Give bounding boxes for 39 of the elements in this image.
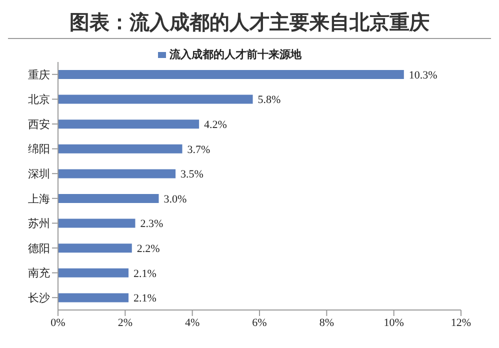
y-tick-label: 德阳 xyxy=(28,242,50,255)
y-tick-label: 绵阳 xyxy=(28,144,50,156)
y-tick-label: 深圳 xyxy=(28,168,50,181)
bar xyxy=(58,218,136,228)
bar xyxy=(58,144,182,154)
y-tick-label: 南充 xyxy=(28,266,50,280)
x-tick-label: 12% xyxy=(450,316,472,329)
y-tick-label: 西安 xyxy=(28,118,50,131)
x-tick-label: 0% xyxy=(50,316,66,329)
data-label: 3.0% xyxy=(164,193,187,206)
bar xyxy=(58,94,253,104)
data-label: 5.8% xyxy=(258,94,281,106)
x-tick-label: 6% xyxy=(252,316,267,329)
y-tick-label: 长沙 xyxy=(28,292,50,305)
y-tick-label: 苏州 xyxy=(28,217,50,230)
legend-label: 流入成都的人才前十来源地 xyxy=(170,49,302,61)
y-tick-label: 重庆 xyxy=(28,68,50,82)
bar xyxy=(58,194,159,203)
bar xyxy=(58,244,132,253)
x-tick-label: 8% xyxy=(319,316,334,329)
x-tick-label: 4% xyxy=(184,316,200,329)
data-label: 2.1% xyxy=(134,292,156,305)
bar xyxy=(58,169,176,178)
data-label: 4.2% xyxy=(204,119,227,132)
y-tick-label: 北京 xyxy=(28,93,50,106)
data-label: 3.7% xyxy=(187,144,210,156)
x-tick-label: 2% xyxy=(118,316,133,329)
data-label: 10.3% xyxy=(408,69,438,82)
bar xyxy=(58,70,404,79)
bar xyxy=(58,293,129,302)
y-tick-label: 上海 xyxy=(28,192,50,206)
data-label: 2.3% xyxy=(140,218,164,230)
data-label: 2.1% xyxy=(134,268,156,280)
x-tick-label: 10% xyxy=(384,316,404,329)
bar xyxy=(58,268,129,278)
bar xyxy=(58,120,200,129)
data-label: 2.2% xyxy=(136,243,160,256)
chart-title: 图表：流入成都的人才主要来自北京重庆 xyxy=(8,8,491,39)
data-label: 3.5% xyxy=(180,168,204,181)
